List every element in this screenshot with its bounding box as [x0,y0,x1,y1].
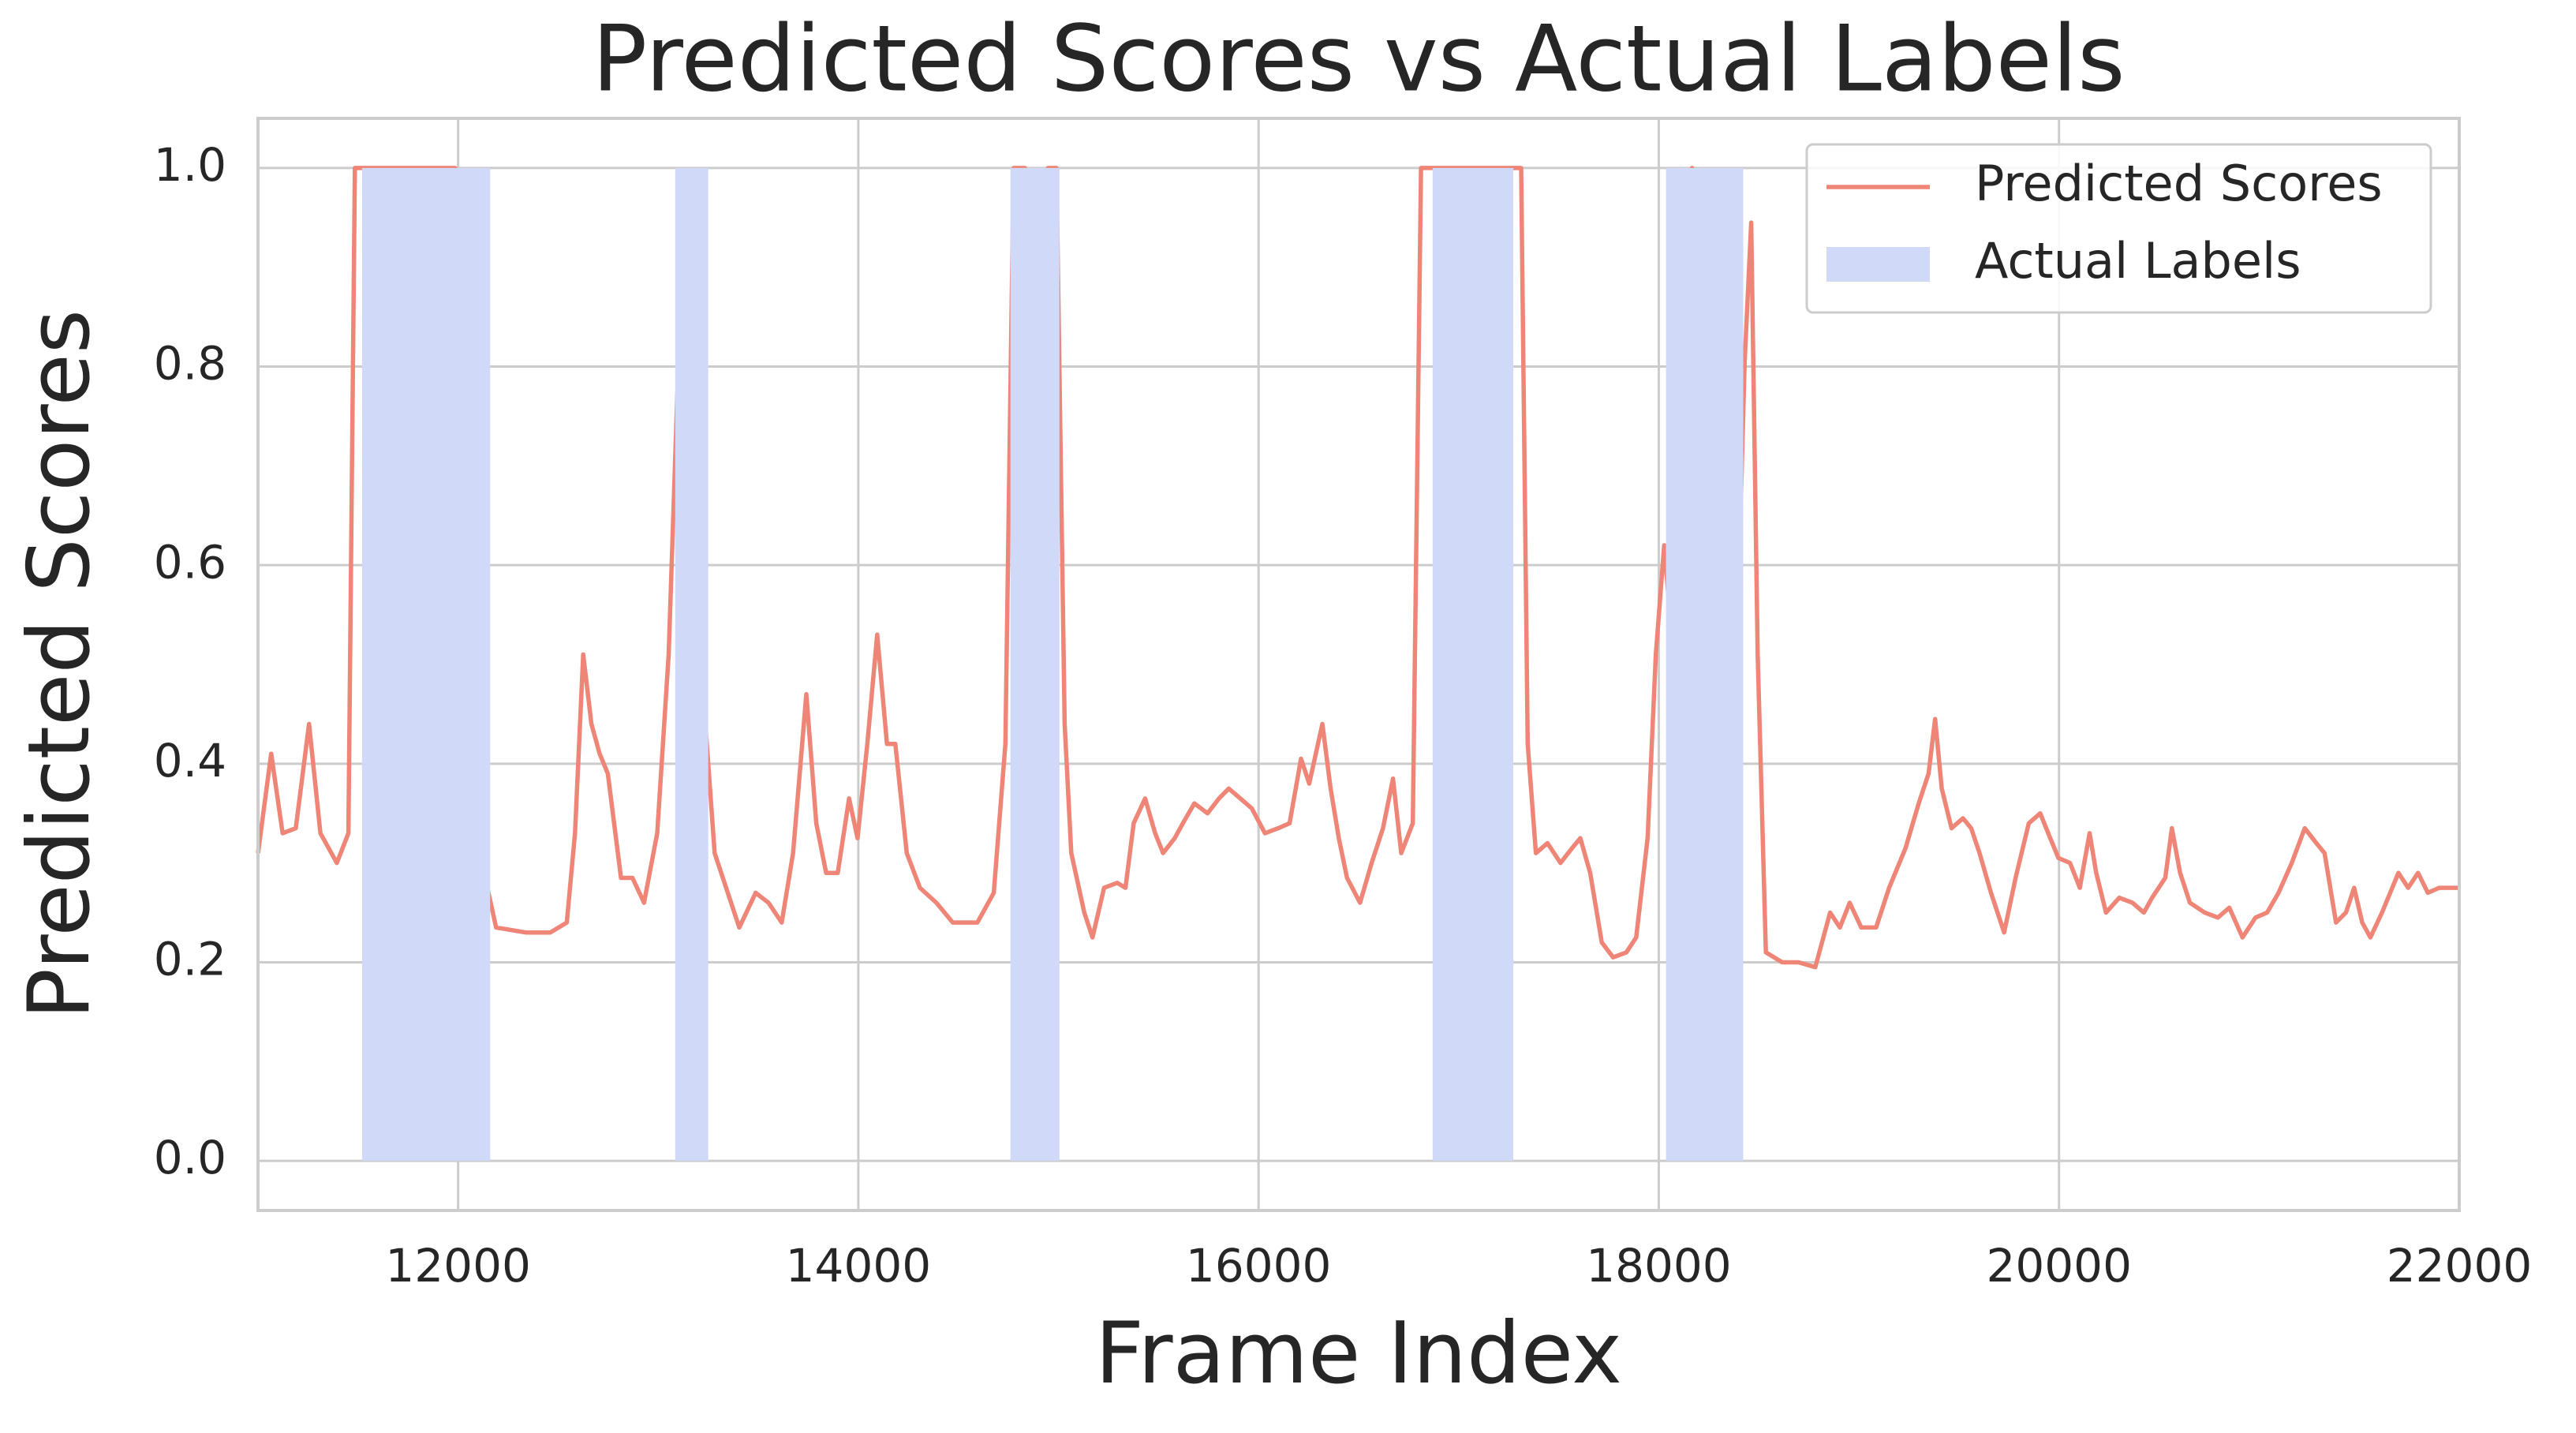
y-axis-label: Predicted Scores [10,309,109,1020]
label-span [675,167,708,1162]
y-tick-label: 0.2 [154,933,226,986]
label-span [1666,167,1744,1162]
data [256,166,2459,1162]
y-tick-label: 0.6 [154,535,226,589]
x-axis-label: Frame Index [1095,1304,1622,1403]
legend-label: Actual Labels [1975,232,2301,290]
x-tick-label: 14000 [786,1239,932,1293]
legend-box [1805,143,2432,314]
axes: 0.0 0.2 0.4 0.6 0.8 1.0 12000 14000 16000 18000 20… [154,117,2533,1293]
y-tick-label: 0.8 [154,337,226,391]
y-tick-label: 0.4 [154,734,226,788]
x-tick-label: 20000 [1986,1239,2132,1293]
plot-area: 0.0 0.2 0.4 0.6 0.8 1.0 12000 14000 16000 18000 20… [154,117,2533,1293]
y-tick-label: 1.0 [154,138,226,192]
legend: Predicted Scores Actual Labels [1805,143,2432,314]
score-line [256,166,2459,970]
label-span [1432,167,1514,1162]
x-tick-label: 18000 [1586,1239,1732,1293]
legend-swatch [1826,247,1930,282]
grid [258,118,2461,1210]
label-span [361,167,491,1162]
axes-frame [256,117,2461,1212]
x-tick-label: 22000 [2387,1239,2533,1293]
x-tick-label: 16000 [1186,1239,1332,1293]
x-tick-label: 12000 [385,1239,531,1293]
label-span [1010,167,1060,1162]
legend-label: Predicted Scores [1975,155,2383,212]
chart-title: Predicted Scores vs Actual Labels [592,6,2125,113]
y-tick-label: 0.0 [154,1131,226,1184]
